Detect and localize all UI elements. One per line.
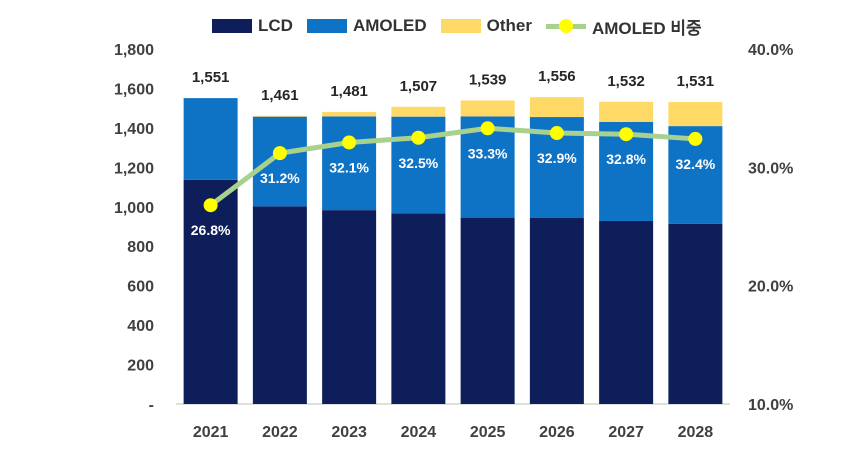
y-tick-label: 1,400 bbox=[114, 121, 154, 138]
y-tick-label: 800 bbox=[127, 239, 154, 256]
bar-amoled bbox=[183, 98, 238, 180]
amoled-share-point bbox=[688, 131, 703, 146]
x-tick-label: 2021 bbox=[193, 424, 229, 441]
legend-label-amoled-share: AMOLED 비중 bbox=[591, 18, 702, 38]
amoled-share-point bbox=[480, 121, 495, 136]
y2-tick-label: 10.0% bbox=[748, 397, 793, 414]
legend-label-amoled: AMOLED bbox=[352, 16, 427, 35]
amoled-share-point bbox=[272, 146, 287, 161]
total-label: 1,539 bbox=[469, 71, 507, 88]
bar-amoled bbox=[252, 116, 307, 207]
amoled-share-point bbox=[342, 135, 357, 150]
bar-lcd bbox=[529, 218, 584, 404]
other-swatch bbox=[440, 19, 481, 33]
y-tick-label: 400 bbox=[127, 318, 154, 335]
bar-lcd bbox=[183, 179, 238, 404]
bar-other bbox=[599, 101, 654, 122]
bar-other bbox=[252, 115, 307, 117]
amoled-share-point bbox=[619, 127, 634, 142]
amoled-share-point bbox=[549, 126, 564, 141]
y-tick-label: - bbox=[149, 397, 154, 414]
total-label: 1,507 bbox=[400, 78, 438, 95]
legend-item-amoled: AMOLED bbox=[306, 16, 427, 36]
x-tick-label: 2023 bbox=[331, 424, 367, 441]
y-tick-label: 1,000 bbox=[114, 200, 154, 217]
lcd-swatch bbox=[212, 19, 252, 33]
bar-other bbox=[460, 100, 515, 117]
bar-other bbox=[529, 97, 584, 118]
amoled-share-label: 33.3% bbox=[468, 145, 508, 161]
legend-item-lcd: LCD bbox=[212, 16, 293, 36]
y2-tick-label: 40.0% bbox=[748, 42, 793, 59]
y-tick-label: 1,200 bbox=[114, 160, 154, 177]
bar-lcd bbox=[460, 217, 515, 404]
amoled-share-label: 32.4% bbox=[676, 156, 716, 172]
x-tick-label: 2028 bbox=[678, 424, 714, 441]
bar-lcd bbox=[599, 220, 654, 404]
total-label: 1,532 bbox=[607, 73, 645, 90]
y-tick-label: 1,600 bbox=[114, 81, 154, 98]
bar-amoled bbox=[322, 116, 377, 211]
y2-tick-label: 20.0% bbox=[748, 279, 793, 296]
x-tick-label: 2025 bbox=[470, 424, 506, 441]
x-tick-label: 2024 bbox=[401, 424, 437, 441]
x-tick-label: 2027 bbox=[608, 424, 644, 441]
legend-label-lcd: LCD bbox=[258, 16, 293, 35]
bar-lcd bbox=[391, 213, 446, 404]
y-tick-label: 600 bbox=[127, 279, 154, 296]
legend-label-other: Other bbox=[486, 16, 532, 35]
amoled-share-label: 26.8% bbox=[191, 222, 231, 238]
x-tick-label: 2022 bbox=[262, 424, 298, 441]
total-label: 1,556 bbox=[538, 68, 576, 85]
x-tick-label: 2026 bbox=[539, 424, 575, 441]
amoled-share-label: 32.8% bbox=[606, 151, 646, 167]
legend-item-amoled-share: AMOLED 비중 bbox=[545, 14, 702, 39]
amoled-share-point bbox=[411, 130, 426, 145]
amoled-swatch bbox=[306, 19, 347, 33]
amoled-share-line bbox=[209, 125, 696, 208]
bar-lcd bbox=[322, 210, 377, 404]
amoled-share-label: 32.9% bbox=[537, 150, 577, 166]
total-label: 1,481 bbox=[330, 83, 368, 100]
amoled-share-label: 32.1% bbox=[329, 159, 369, 175]
legend: LCD AMOLED Other AMOLED 비중 bbox=[212, 14, 716, 38]
bar-other bbox=[668, 102, 723, 127]
amoled-share-label: 32.5% bbox=[399, 155, 439, 171]
y-tick-label: 1,800 bbox=[114, 42, 154, 59]
y-tick-label: 200 bbox=[127, 358, 154, 375]
bar-other bbox=[391, 106, 446, 117]
line-marker-swatch bbox=[545, 19, 586, 33]
amoled-share-label: 31.2% bbox=[260, 170, 300, 186]
total-label: 1,531 bbox=[677, 73, 715, 90]
total-label: 1,551 bbox=[192, 69, 230, 86]
total-label: 1,461 bbox=[261, 87, 299, 104]
amoled-share-point bbox=[203, 198, 218, 213]
bar-lcd bbox=[252, 206, 307, 404]
legend-item-other: Other bbox=[440, 16, 532, 36]
bar-lcd bbox=[668, 223, 723, 404]
y2-tick-label: 30.0% bbox=[748, 160, 793, 177]
bar-other bbox=[322, 111, 377, 117]
